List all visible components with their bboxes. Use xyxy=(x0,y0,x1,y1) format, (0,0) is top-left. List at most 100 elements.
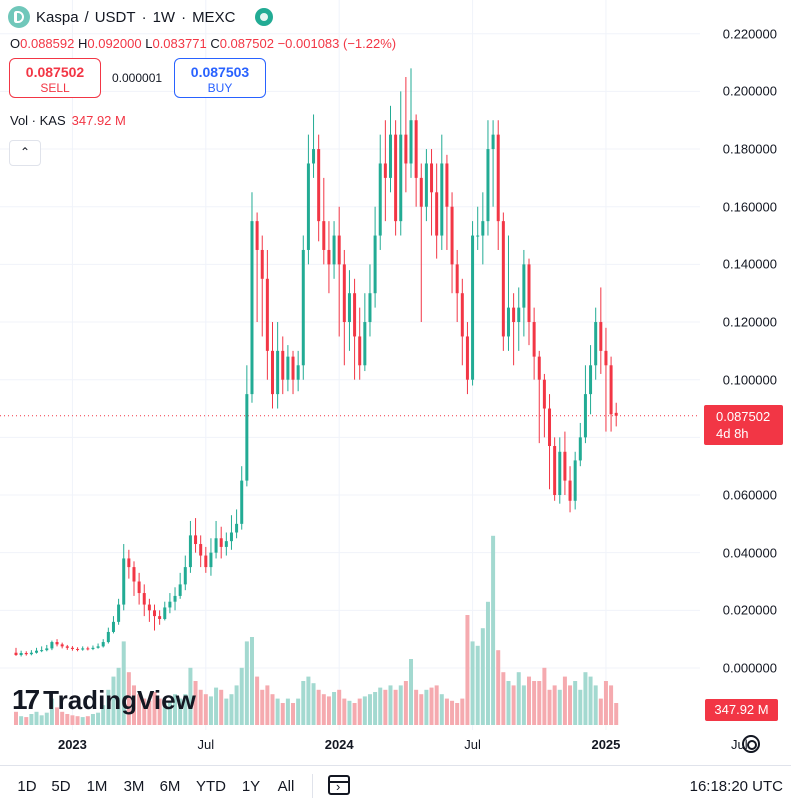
tradingview-watermark[interactable]: 17 TradingView xyxy=(12,684,196,716)
volume-bar xyxy=(265,685,270,725)
volume-bar xyxy=(419,694,424,725)
candle-body xyxy=(332,235,336,265)
range-ytd-button[interactable]: YTD xyxy=(196,778,226,795)
chart-area[interactable] xyxy=(0,0,700,730)
open-label: O xyxy=(10,36,21,51)
sell-button[interactable]: 0.087502 SELL xyxy=(9,58,101,98)
price-axis[interactable]: 0.220000 0.200000 0.180000 0.160000 0.140000… xyxy=(700,0,791,730)
buy-button[interactable]: 0.087503 BUY xyxy=(174,58,266,98)
candle-body xyxy=(358,336,362,366)
volume-bar xyxy=(311,683,316,725)
quote-currency[interactable]: USDT xyxy=(94,8,136,26)
market-status-icon[interactable] xyxy=(255,8,274,26)
candle-body xyxy=(388,134,392,178)
volume-bar xyxy=(414,689,419,725)
candle-body xyxy=(486,149,490,222)
candle-body xyxy=(14,652,18,656)
candle-body xyxy=(537,356,541,380)
candle-body xyxy=(19,653,23,656)
volume-bar xyxy=(270,694,275,725)
volume-bar xyxy=(501,672,506,725)
volume-bar xyxy=(60,711,65,725)
price-tick-label: 0.220000 xyxy=(722,26,777,42)
symbol-name[interactable]: Kaspa xyxy=(36,8,79,26)
candle-body xyxy=(60,644,64,647)
range-all-button[interactable]: All xyxy=(277,778,295,795)
candle-body xyxy=(276,350,280,395)
close-label: C xyxy=(210,36,220,51)
volume-bar xyxy=(588,676,593,725)
separator: / xyxy=(84,8,89,26)
range-5d-button[interactable]: 5D xyxy=(51,778,71,795)
candle-body xyxy=(50,642,54,649)
volume-bar xyxy=(470,641,475,725)
last-price-tag: 0.087502 4d 8h xyxy=(704,405,783,445)
volume-bar xyxy=(547,689,552,725)
candle-body xyxy=(296,365,300,380)
interval[interactable]: 1W xyxy=(152,8,176,26)
candle-body xyxy=(383,163,387,178)
volume-legend[interactable]: Vol · KAS 347.92 M xyxy=(10,113,126,128)
range-1m-button[interactable]: 1M xyxy=(86,778,108,795)
candle-body xyxy=(265,278,269,351)
candle-body xyxy=(209,552,213,568)
volume-bar xyxy=(55,707,60,725)
price-tick-label: 0.060000 xyxy=(722,487,777,503)
candle-body xyxy=(91,647,95,649)
candle-body xyxy=(219,538,223,547)
candle-body xyxy=(45,648,49,651)
volume-bar xyxy=(403,681,408,725)
volume-bar xyxy=(609,685,614,725)
candle-body xyxy=(204,555,208,568)
candle-body xyxy=(147,604,151,611)
low-value: 0.083771 xyxy=(152,36,207,51)
candle-body xyxy=(86,648,90,650)
candle-body xyxy=(229,532,233,542)
candle-body xyxy=(476,235,480,237)
candle-body xyxy=(142,593,146,605)
volume-bar xyxy=(583,672,588,725)
volume-bar xyxy=(332,692,337,725)
volume-bar xyxy=(542,667,547,725)
range-1y-button[interactable]: 1Y xyxy=(241,778,261,795)
volume-bar xyxy=(465,615,470,725)
range-3m-button[interactable]: 3M xyxy=(123,778,145,795)
volume-bar xyxy=(173,694,178,725)
utc-clock[interactable]: 16:18:20 UTC xyxy=(689,778,783,795)
candle-body xyxy=(235,523,239,533)
calendar-goto-icon[interactable] xyxy=(328,775,350,795)
time-axis[interactable]: 2023 Jul 2024 Jul 2025 Jul xyxy=(0,730,791,762)
volume-bar xyxy=(516,672,521,725)
volume-bar xyxy=(193,681,198,725)
candle-body xyxy=(445,163,449,207)
collapse-legend-button[interactable]: ⌃ xyxy=(9,140,41,166)
volume-bar xyxy=(614,703,619,725)
candle-body xyxy=(337,235,341,265)
volume-bar xyxy=(291,703,296,725)
candle-body xyxy=(173,595,177,602)
volume-bar xyxy=(90,714,95,725)
volume-bar xyxy=(85,716,90,725)
exchange[interactable]: MEXC xyxy=(192,8,236,26)
price-tick-label: 0.020000 xyxy=(722,602,777,618)
price-tick-label: 0.140000 xyxy=(722,256,777,272)
price-tick-label: 0.100000 xyxy=(722,372,777,388)
candle-body xyxy=(347,293,351,323)
volume-bar xyxy=(357,698,362,725)
range-6m-button[interactable]: 6M xyxy=(159,778,181,795)
gear-icon[interactable] xyxy=(742,735,760,753)
price-chart[interactable] xyxy=(0,0,700,730)
candle-body xyxy=(199,544,203,556)
range-1d-button[interactable]: 1D xyxy=(17,778,37,795)
tradingview-logo-icon: 17 xyxy=(12,684,40,715)
volume-bar xyxy=(373,692,378,725)
close-value: 0.087502 xyxy=(219,36,274,51)
candle-body xyxy=(322,221,326,250)
candle-body xyxy=(527,264,531,323)
volume-bar xyxy=(80,717,85,725)
chevron-up-icon: ⌃ xyxy=(19,145,31,159)
candle-body xyxy=(563,451,567,481)
candle-body xyxy=(255,221,259,250)
volume-bar xyxy=(142,698,147,725)
candle-body xyxy=(558,451,562,496)
